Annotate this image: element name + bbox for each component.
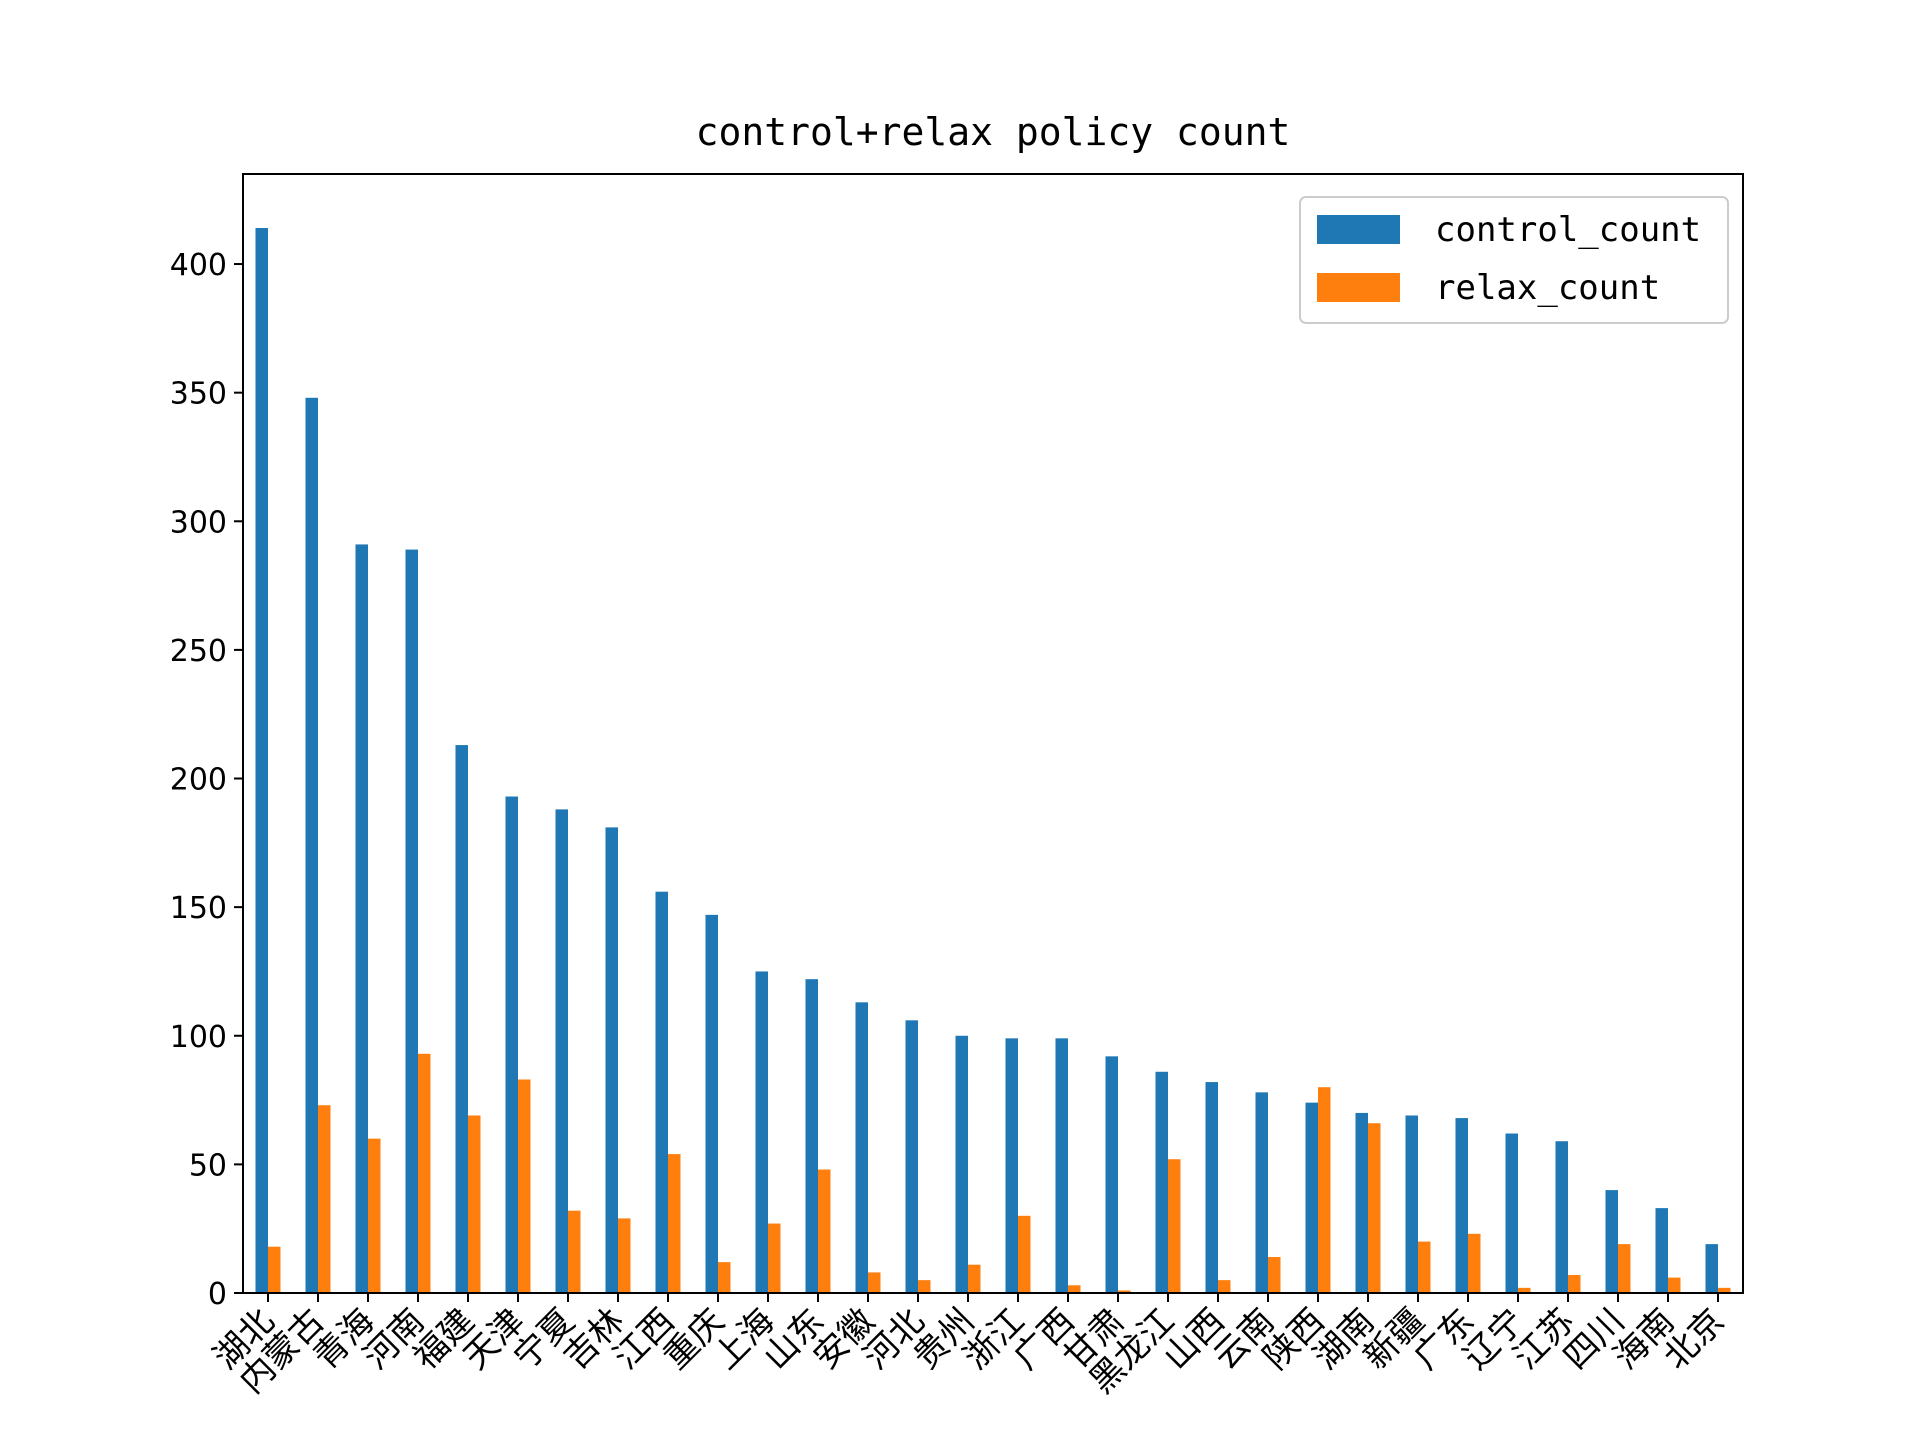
bar-relax_count-17 xyxy=(1118,1290,1131,1293)
bar-relax_count-29 xyxy=(1718,1287,1731,1293)
bar-control_count-15 xyxy=(1005,1038,1018,1293)
bar-relax_count-21 xyxy=(1318,1087,1331,1293)
bar-relax_count-23 xyxy=(1418,1241,1431,1293)
bar-control_count-22 xyxy=(1355,1112,1368,1293)
y-tick-label-400: 400 xyxy=(170,248,227,283)
y-tick-label-250: 250 xyxy=(170,634,227,669)
y-tick-label-0: 0 xyxy=(208,1277,227,1312)
bar-control_count-24 xyxy=(1455,1118,1468,1293)
legend-swatch-relax_count xyxy=(1317,273,1400,302)
bar-relax_count-6 xyxy=(568,1210,581,1293)
y-tick-label-300: 300 xyxy=(170,505,227,540)
legend-label-relax_count: relax_count xyxy=(1435,268,1660,308)
bar-control_count-20 xyxy=(1255,1092,1268,1293)
bar-relax_count-1 xyxy=(318,1105,331,1293)
bar-control_count-29 xyxy=(1705,1244,1718,1293)
legend-label-control_count: control_count xyxy=(1435,210,1701,250)
bar-relax_count-15 xyxy=(1018,1215,1031,1293)
y-tick-label-350: 350 xyxy=(170,377,227,412)
y-tick-label-100: 100 xyxy=(170,1020,227,1055)
bar-control_count-12 xyxy=(855,1002,868,1293)
bar-relax_count-22 xyxy=(1368,1123,1381,1293)
bar-control_count-13 xyxy=(905,1020,918,1293)
legend-box xyxy=(1299,196,1729,324)
plot-frame xyxy=(242,173,1744,1294)
bar-relax_count-13 xyxy=(918,1280,931,1293)
chart-title: control+relax policy count xyxy=(696,110,1291,154)
bar-control_count-21 xyxy=(1305,1102,1318,1293)
bar-relax_count-0 xyxy=(268,1246,281,1293)
bar-control_count-1 xyxy=(305,397,318,1293)
bar-relax_count-26 xyxy=(1568,1274,1581,1293)
bar-control_count-26 xyxy=(1555,1141,1568,1293)
bar-control_count-2 xyxy=(355,544,368,1293)
bar-relax_count-9 xyxy=(718,1262,731,1293)
bar-relax_count-5 xyxy=(518,1079,531,1293)
bar-relax_count-20 xyxy=(1268,1256,1281,1293)
bar-relax_count-12 xyxy=(868,1272,881,1293)
bar-control_count-11 xyxy=(805,979,818,1293)
y-tick-label-150: 150 xyxy=(170,891,227,926)
bar-relax_count-2 xyxy=(368,1138,381,1293)
bar-relax_count-14 xyxy=(968,1264,981,1293)
bar-relax_count-19 xyxy=(1218,1280,1231,1293)
bar-control_count-14 xyxy=(955,1035,968,1293)
bar-relax_count-24 xyxy=(1468,1233,1481,1293)
bar-relax_count-11 xyxy=(818,1169,831,1293)
bar-control_count-18 xyxy=(1155,1071,1168,1293)
legend: control_count relax_count xyxy=(1299,196,1729,324)
bar-relax_count-27 xyxy=(1618,1244,1631,1293)
bar-relax_count-7 xyxy=(618,1218,631,1293)
bar-control_count-19 xyxy=(1205,1082,1218,1293)
bar-control_count-8 xyxy=(655,891,668,1293)
bar-control_count-17 xyxy=(1105,1056,1118,1293)
legend-swatch-control_count xyxy=(1317,215,1400,244)
bar-relax_count-8 xyxy=(668,1154,681,1293)
bar-relax_count-18 xyxy=(1168,1159,1181,1293)
bar-control_count-27 xyxy=(1605,1190,1618,1293)
bar-relax_count-16 xyxy=(1068,1285,1081,1293)
bar-control_count-16 xyxy=(1055,1038,1068,1293)
bar-control_count-6 xyxy=(555,809,568,1293)
bar-control_count-7 xyxy=(605,827,618,1293)
bar-control_count-4 xyxy=(455,745,468,1293)
bar-control_count-28 xyxy=(1655,1208,1668,1293)
bar-control_count-23 xyxy=(1405,1115,1418,1293)
bar-control_count-25 xyxy=(1505,1133,1518,1293)
bar-control_count-0 xyxy=(255,228,268,1293)
y-tick-label-50: 50 xyxy=(189,1148,227,1183)
bar-relax_count-10 xyxy=(768,1223,781,1293)
y-tick-label-200: 200 xyxy=(170,763,227,798)
bar-control_count-5 xyxy=(505,796,518,1293)
bar-relax_count-28 xyxy=(1668,1277,1681,1293)
bar-control_count-3 xyxy=(405,549,418,1293)
bar-relax_count-25 xyxy=(1518,1287,1531,1293)
bar-control_count-9 xyxy=(705,914,718,1293)
bar-relax_count-4 xyxy=(468,1115,481,1293)
bar-control_count-10 xyxy=(755,971,768,1293)
bar-relax_count-3 xyxy=(418,1053,431,1293)
